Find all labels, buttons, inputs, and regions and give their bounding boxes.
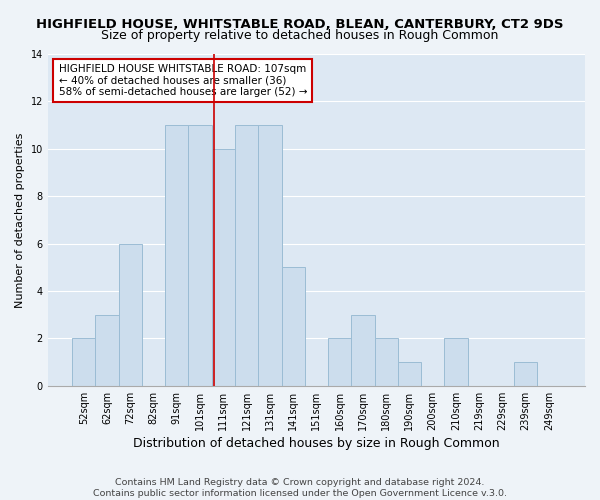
Text: HIGHFIELD HOUSE, WHITSTABLE ROAD, BLEAN, CANTERBURY, CT2 9DS: HIGHFIELD HOUSE, WHITSTABLE ROAD, BLEAN,… — [36, 18, 564, 30]
Bar — [398, 362, 421, 386]
Bar — [374, 338, 398, 386]
Bar — [235, 125, 258, 386]
Bar — [72, 338, 95, 386]
Bar — [328, 338, 351, 386]
Text: Contains HM Land Registry data © Crown copyright and database right 2024.
Contai: Contains HM Land Registry data © Crown c… — [93, 478, 507, 498]
Bar — [351, 314, 374, 386]
Bar — [188, 125, 212, 386]
Bar — [165, 125, 188, 386]
Bar — [95, 314, 119, 386]
Bar — [119, 244, 142, 386]
Text: Size of property relative to detached houses in Rough Common: Size of property relative to detached ho… — [101, 29, 499, 42]
Bar — [212, 149, 235, 386]
X-axis label: Distribution of detached houses by size in Rough Common: Distribution of detached houses by size … — [133, 437, 500, 450]
Bar — [258, 125, 281, 386]
Bar — [445, 338, 467, 386]
Y-axis label: Number of detached properties: Number of detached properties — [15, 132, 25, 308]
Bar — [281, 268, 305, 386]
Bar — [514, 362, 538, 386]
Text: HIGHFIELD HOUSE WHITSTABLE ROAD: 107sqm
← 40% of detached houses are smaller (36: HIGHFIELD HOUSE WHITSTABLE ROAD: 107sqm … — [59, 64, 307, 97]
